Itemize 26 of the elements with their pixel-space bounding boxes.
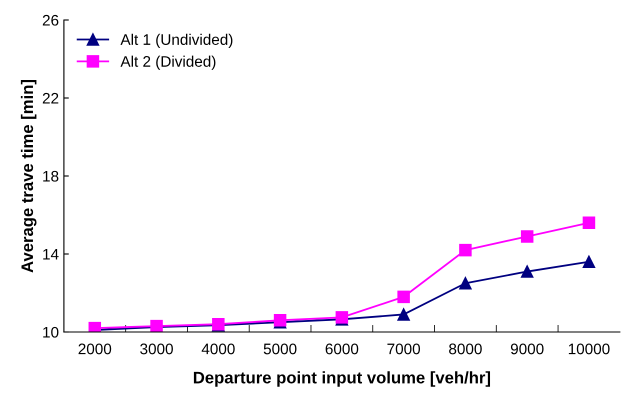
legend-label: Alt 1 (Undivided) xyxy=(120,34,232,48)
x-tick-label: 9000 xyxy=(510,344,544,354)
point xyxy=(459,244,472,256)
point xyxy=(397,308,410,321)
x-tick-label: 5000 xyxy=(264,344,296,354)
legend-label: Alt 2 (Divided) xyxy=(120,56,216,70)
x-tick-label: 8000 xyxy=(449,344,482,354)
y-tick-label: 26 xyxy=(42,14,58,26)
y-axis-title: Average trave time [min] xyxy=(20,80,36,273)
point xyxy=(520,265,534,278)
point xyxy=(582,216,596,230)
y-tick-label: 18 xyxy=(43,170,58,182)
x-tick-label: 3000 xyxy=(140,344,173,354)
point xyxy=(520,230,534,243)
x-axis-title: Departure point input volume [veh/hr] xyxy=(194,371,490,387)
y-tick-label: 22 xyxy=(42,92,58,104)
x-tick-label: 7000 xyxy=(387,344,420,354)
point xyxy=(397,290,410,304)
y-tick-label: 14 xyxy=(43,249,59,260)
x-tick-label: 2000 xyxy=(78,344,112,354)
y-tick-label: 10 xyxy=(43,326,58,338)
point xyxy=(582,256,596,268)
point xyxy=(459,277,472,290)
x-tick-label: 4000 xyxy=(202,344,235,354)
x-tick-label: 10000 xyxy=(568,344,610,354)
x-tick-label: 6000 xyxy=(326,344,358,354)
